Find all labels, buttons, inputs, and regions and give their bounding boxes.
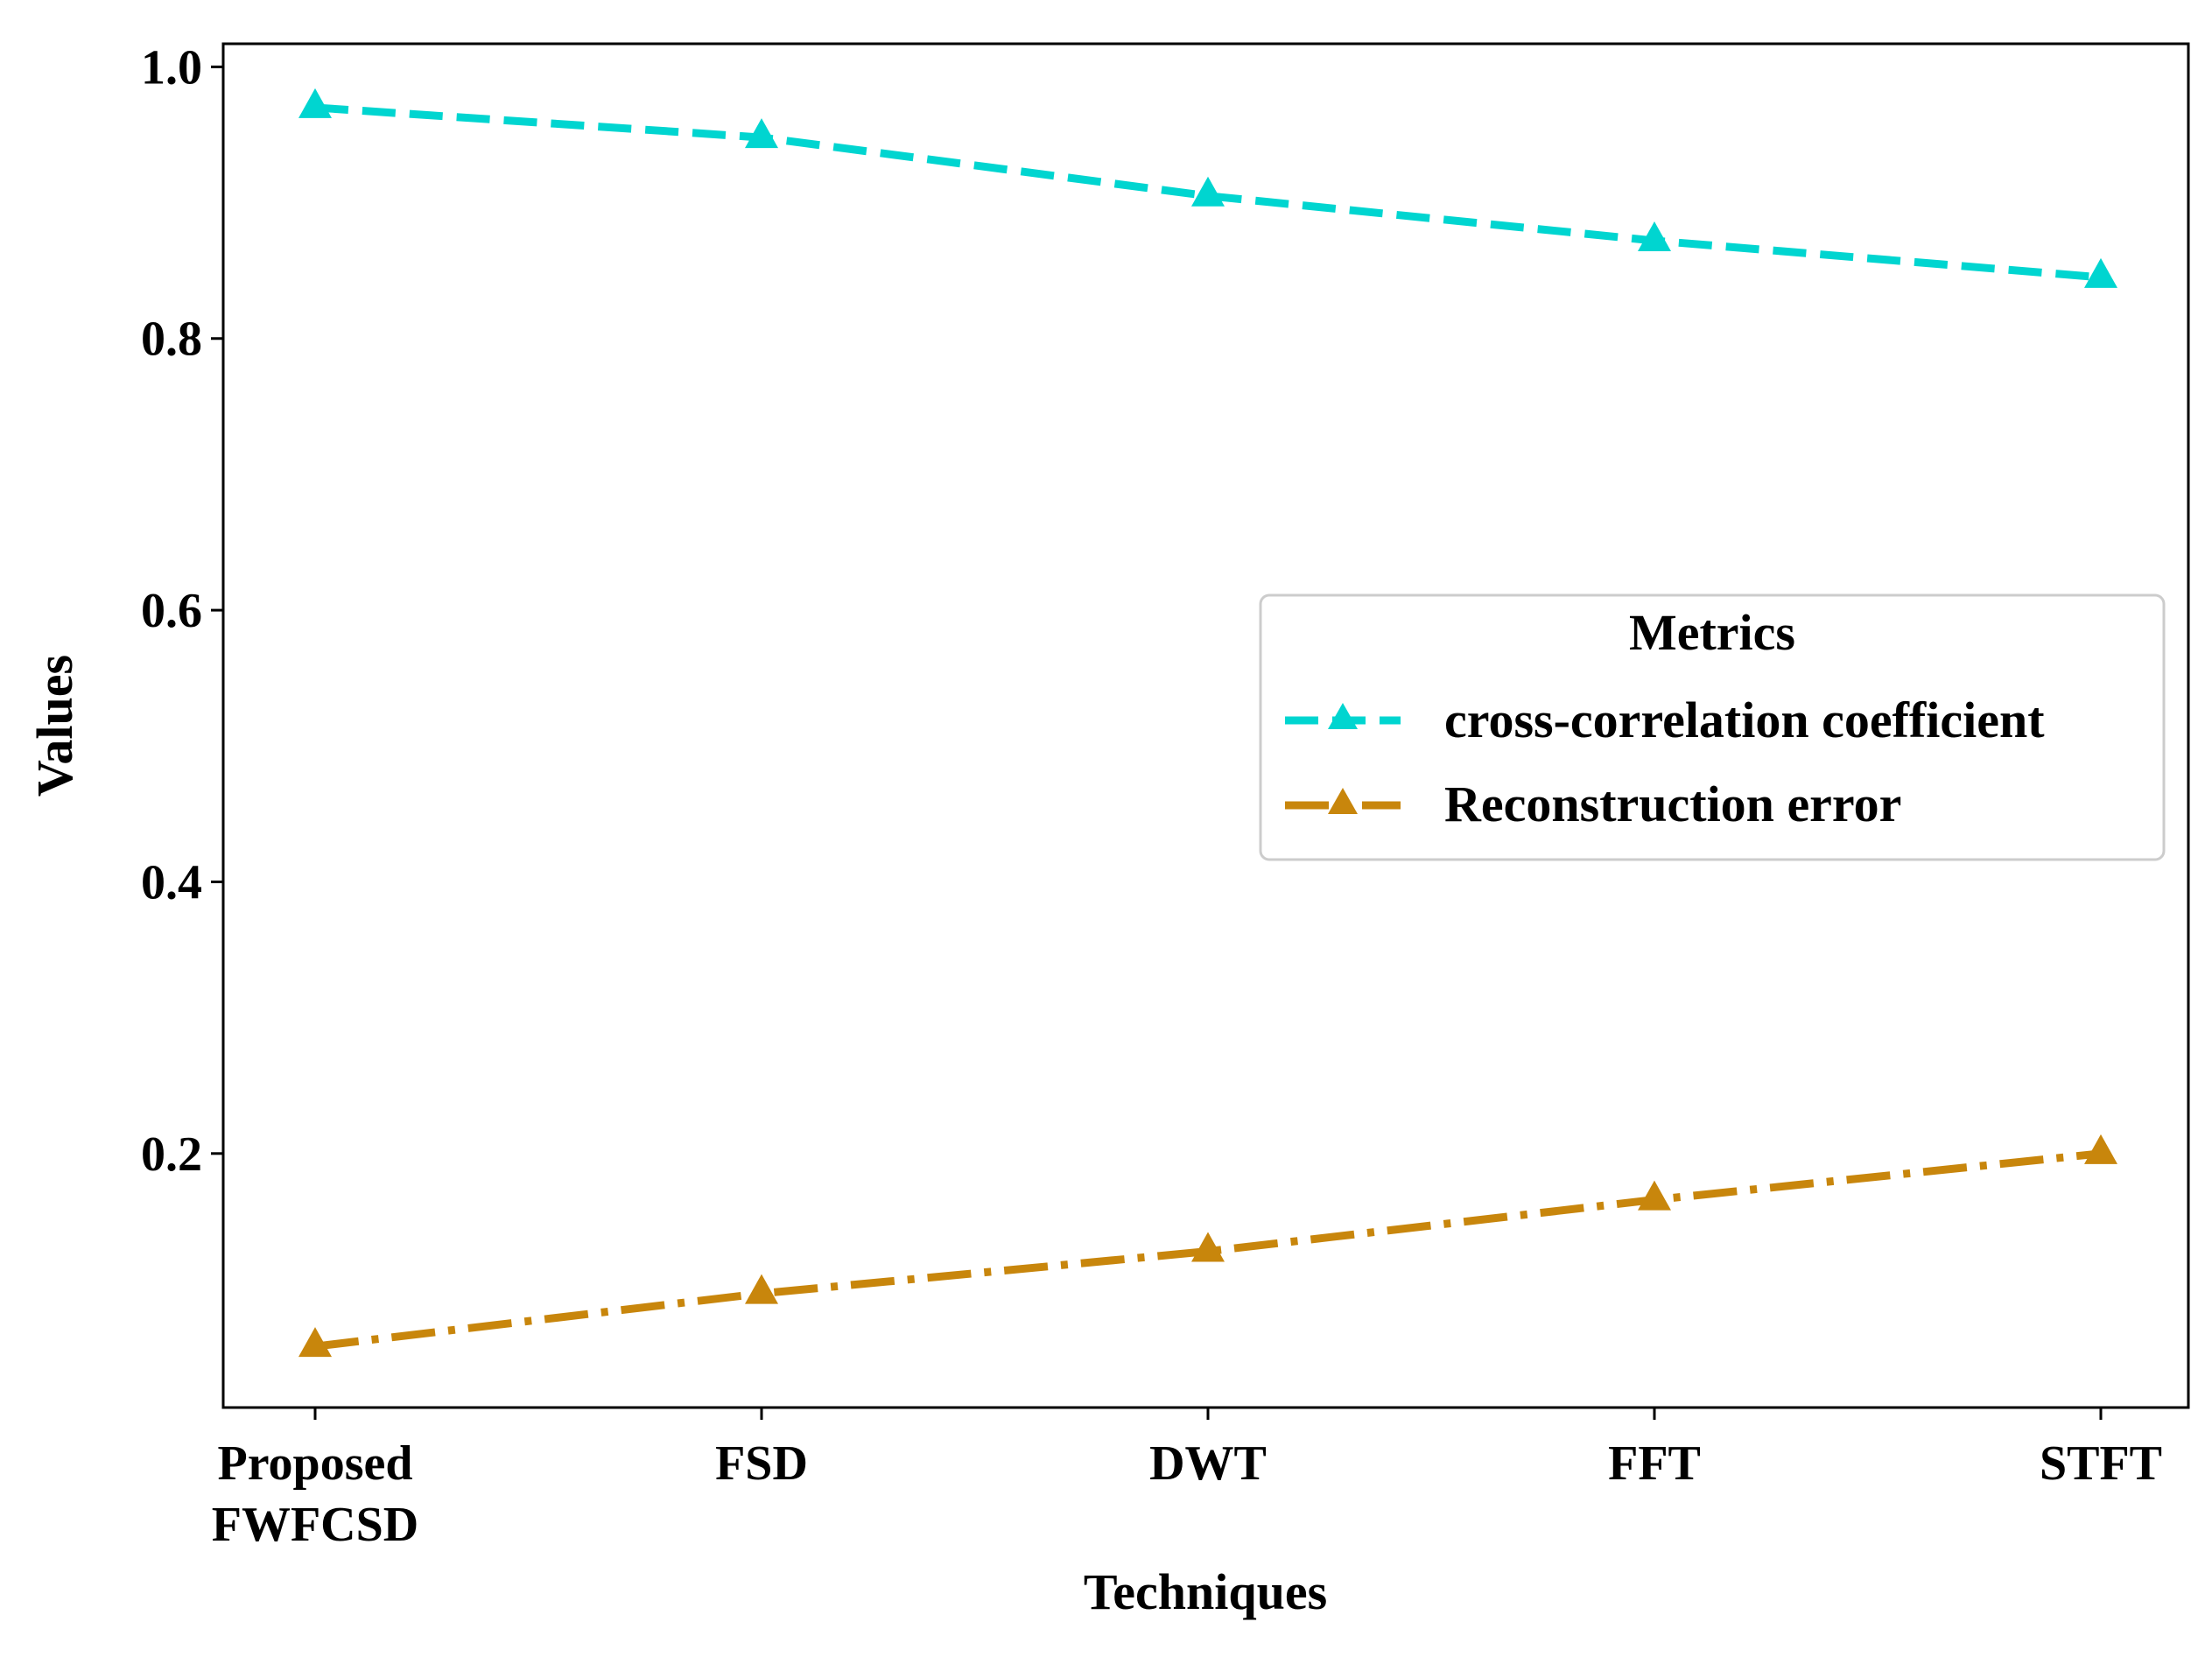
x-tick-label: STFT [2040,1436,2162,1491]
data-point-cross-correlation-coefficient [1638,221,1671,252]
y-tick-label: 0.2 [141,1127,202,1182]
x-tick-label: FFT [1608,1436,1701,1491]
legend-entry-reconstruction-error: Reconstruction error [1285,776,1901,832]
data-point-reconstruction-error [1638,1180,1671,1211]
series-line-reconstruction-error [314,1149,2102,1351]
data-point-cross-correlation-coefficient [1191,176,1225,207]
data-point-reconstruction-error [298,1327,332,1358]
legend-entry-cross-correlation: cross-correlation coefficient [1285,692,2045,748]
legend-marker-cross-correlation [1328,703,1358,729]
data-point-cross-correlation-coefficient [745,118,778,149]
legend-box [1259,593,2166,861]
legend-title: Metrics [1629,604,1795,661]
x-tick-label: Proposed [218,1436,413,1491]
x-tick-label: FSD [715,1436,808,1491]
series-layer [298,88,2117,1358]
y-axis-label: Values [26,655,83,797]
legend-marker-reconstruction-error [1328,788,1358,814]
legend-label-reconstruction-error: Reconstruction error [1444,776,1901,832]
series-reconstruction-error [298,1134,2117,1358]
legend-label-cross-correlation: cross-correlation coefficient [1444,692,2045,748]
data-point-cross-correlation-coefficient [2084,257,2117,288]
x-axis-label: Techniques [1084,1563,1327,1620]
y-tick-label: 0.6 [141,584,202,638]
data-point-reconstruction-error [1191,1232,1225,1262]
series-cross-correlation-coefficient [298,88,2117,288]
x-axis: Proposed FWFCSD FSD DWT FFT STFT [212,1408,2162,1552]
y-tick-label: 0.4 [141,855,202,909]
legend: Metrics cross-correlation coefficient Re… [1259,593,2166,861]
y-tick-label: 1.0 [141,40,202,95]
data-point-cross-correlation-coefficient [298,88,332,118]
x-tick-label: FWFCSD [212,1498,418,1552]
series-line-cross-correlation-coefficient [314,103,2102,282]
y-axis: 0.2 0.4 0.6 0.8 1.0 [141,40,223,1182]
y-tick-label: 0.8 [141,312,202,367]
data-point-reconstruction-error [745,1274,778,1304]
plot-frame [221,42,2190,1409]
x-tick-label: DWT [1149,1436,1267,1491]
data-point-reconstruction-error [2084,1134,2117,1164]
